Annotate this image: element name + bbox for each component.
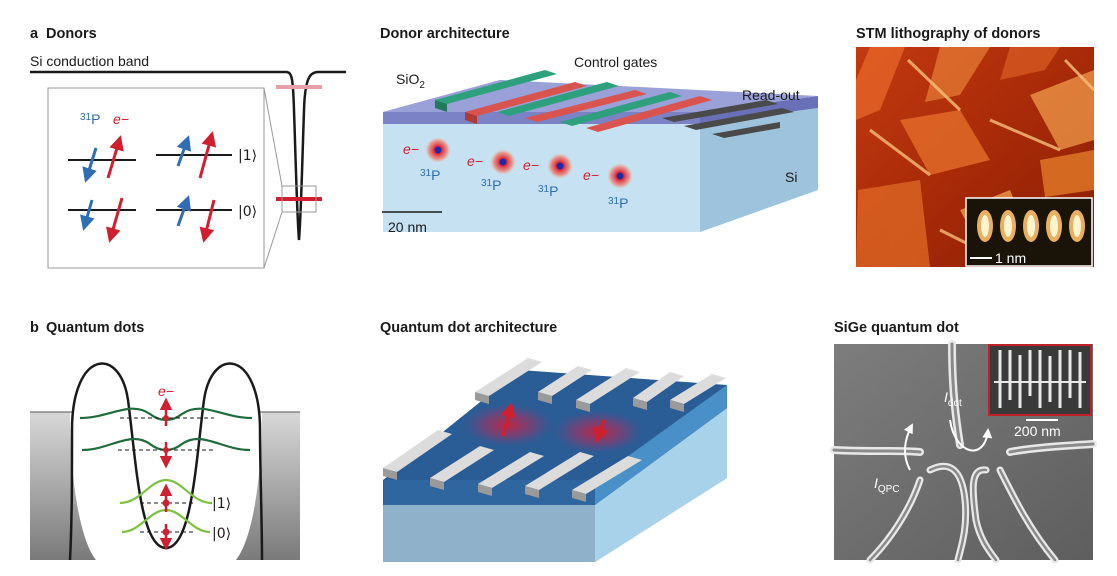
right-barrier	[236, 412, 300, 560]
zoom-line-bottom	[263, 211, 283, 269]
electron-spin-down-arrow	[106, 197, 124, 243]
control-gates-label: Control gates	[574, 54, 657, 70]
zoom-box	[47, 87, 265, 269]
qd-state-one-label: |1⟩	[212, 496, 231, 512]
donor-architecture-title: Donor architecture	[380, 26, 510, 42]
sem-gate-cores	[832, 342, 1095, 562]
dot-2-spin-down	[593, 419, 609, 443]
panel-qd-architecture: Quantum dot architecture	[380, 320, 727, 562]
heterostructure-side	[595, 385, 727, 505]
nuclear-spin-down-arrow	[82, 147, 98, 183]
sige-title: SiGe quantum dot	[834, 320, 959, 336]
dot-2-glow	[552, 410, 644, 454]
left-barrier	[30, 412, 96, 560]
donor-atom-3	[547, 153, 573, 179]
donor-scale-label: 20 nm	[388, 219, 427, 235]
readout-label: Read-out	[742, 87, 800, 103]
nuclear-spin-down-arrow-2	[80, 199, 95, 231]
donor-nucleus-label-1: 31P	[420, 167, 440, 183]
potential-left-tail	[68, 429, 74, 561]
electron-spin-up-arrow	[106, 135, 124, 179]
control-gates	[435, 70, 794, 138]
donor-atoms	[425, 137, 633, 189]
panel-donors: a Donors Si conduction band 31P e− |1⟩	[30, 26, 346, 269]
stm-terraces	[856, 47, 1094, 267]
iqpc-arrow	[903, 423, 913, 471]
gate-green-3	[560, 92, 682, 126]
panel-sige: SiGe quantum dot Idot IQPC	[830, 320, 1097, 564]
nuclear-spin-up-arrow	[176, 135, 192, 167]
readout-gate-3	[712, 122, 780, 138]
panel-donor-architecture: Donor architecture SiO2 Control gates Re…	[380, 26, 818, 235]
gate-red-1	[465, 82, 587, 116]
electron-spin-down-arrow-2	[199, 199, 216, 243]
donor-atom-4	[607, 163, 633, 189]
sem-inset-gates	[994, 350, 1086, 408]
donor-atom-2	[490, 149, 516, 175]
donor-electron-label-2: e−	[467, 153, 483, 169]
iqpc-label: IQPC	[874, 475, 900, 495]
stm-title: STM lithography of donors	[856, 26, 1040, 42]
electron-spin-up-arrow-2	[198, 131, 217, 179]
dot-1-spin-up	[500, 402, 516, 437]
potential-well-curve	[30, 70, 346, 241]
sio2-side	[700, 96, 818, 124]
donor-nucleus-label-2: 31P	[481, 177, 501, 193]
qd-gates	[383, 358, 726, 502]
nucleus-label-31p: 31P	[80, 111, 100, 127]
si-substrate-side	[700, 108, 818, 232]
donor-electron-label-1: e−	[403, 141, 419, 157]
gate-red-3	[586, 96, 712, 132]
stm-inset-donors	[977, 210, 1085, 242]
donors-title: Donors	[46, 26, 97, 42]
gate-red-1-side	[465, 112, 477, 124]
donor-atom-1	[425, 137, 451, 163]
readout-gate-1	[662, 100, 778, 122]
state-one-label: |1⟩	[238, 148, 257, 164]
panel-stm: STM lithography of donors	[856, 26, 1096, 267]
gate-red-2	[525, 90, 647, 122]
gate-green-1-side	[435, 100, 447, 112]
dot-1-glow	[462, 403, 554, 447]
si-label: Si	[785, 169, 797, 185]
gate-green-1	[435, 70, 557, 104]
panel-letter-b: b	[30, 320, 39, 336]
donor-electron-label-4: e−	[583, 167, 599, 183]
zoom-source-box	[281, 185, 317, 213]
qd-spin-arrows	[159, 397, 173, 551]
gate-green-2	[497, 82, 619, 116]
state-zero-label: |0⟩	[238, 204, 257, 220]
electron-label: e−	[113, 111, 129, 127]
qd-architecture-title: Quantum dot architecture	[380, 320, 557, 336]
idot-label: Idot	[944, 389, 962, 409]
readout-gate-2	[684, 108, 794, 130]
sio2-label: SiO2	[396, 71, 425, 91]
sem-scale-label: 200 nm	[1014, 423, 1061, 439]
idot-arrow	[949, 419, 993, 452]
conduction-band-label: Si conduction band	[30, 53, 149, 69]
qd-state-zero-label: |0⟩	[212, 526, 231, 542]
donor-electron-label-3: e−	[523, 157, 539, 173]
donor-nucleus-label-4: 31P	[608, 195, 628, 211]
double-barrier-potential	[70, 362, 264, 561]
qd-electron-label: e−	[158, 383, 174, 399]
nuclear-spin-up-arrow-2	[176, 195, 192, 227]
base-substrate-side	[595, 408, 727, 562]
panel-quantum-dots: b Quantum dots e−	[30, 320, 300, 561]
zoom-line-top	[263, 87, 283, 187]
quantum-dots-title: Quantum dots	[46, 320, 144, 336]
stm-scale-label: 1 nm	[995, 250, 1026, 266]
donor-nucleus-label-3: 31P	[538, 183, 558, 199]
panel-letter-a: a	[30, 26, 39, 42]
